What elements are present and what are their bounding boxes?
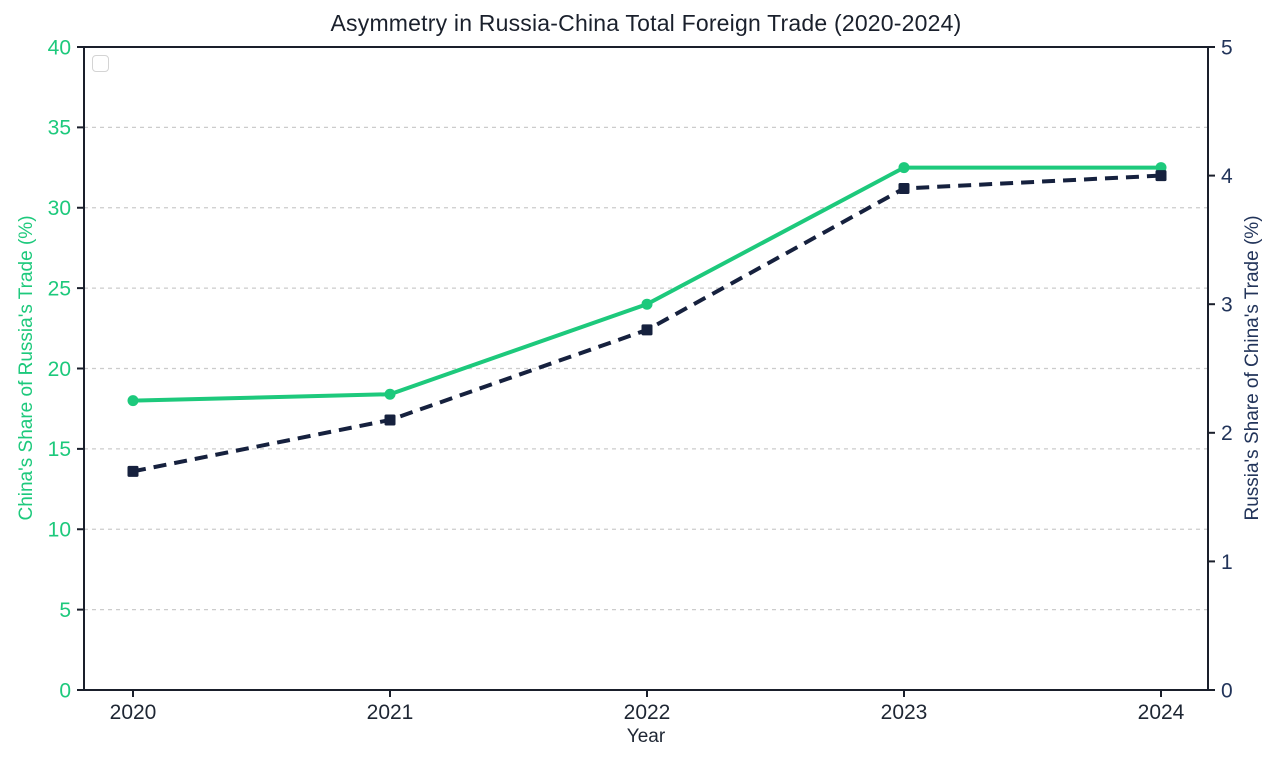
right-axis-tick-label: 1 bbox=[1221, 551, 1233, 574]
x-axis-tick-label: 2023 bbox=[881, 701, 928, 724]
right-axis-tick-label: 4 bbox=[1221, 165, 1233, 188]
left-axis-tick-label: 30 bbox=[48, 197, 71, 220]
legend-box-empty bbox=[92, 55, 109, 72]
left-axis-tick-label: 0 bbox=[59, 679, 71, 702]
x-axis-tick-label: 2024 bbox=[1138, 701, 1185, 724]
right-axis-tick-label: 0 bbox=[1221, 679, 1233, 702]
data-marker-circle bbox=[384, 388, 396, 400]
left-axis-label: China's Share of Russia's Trade (%) bbox=[16, 215, 37, 521]
right-axis-tick-label: 2 bbox=[1221, 422, 1233, 445]
left-axis-tick-label: 15 bbox=[48, 438, 71, 461]
x-axis-tick-label: 2021 bbox=[367, 701, 414, 724]
data-marker-square bbox=[127, 465, 139, 477]
x-axis-label: Year bbox=[626, 726, 666, 747]
chart-title: Asymmetry in Russia-China Total Foreign … bbox=[330, 10, 962, 36]
data-marker-square bbox=[384, 414, 396, 426]
x-axis-tick-label: 2020 bbox=[110, 701, 157, 724]
left-axis-tick-label: 25 bbox=[48, 277, 71, 300]
data-marker-circle bbox=[898, 162, 910, 174]
left-axis-tick-label: 40 bbox=[48, 36, 71, 59]
data-marker-circle bbox=[641, 298, 653, 310]
left-axis-tick-label: 5 bbox=[59, 599, 71, 622]
x-axis-tick-label: 2022 bbox=[624, 701, 671, 724]
series-line-russia-share bbox=[132, 173, 1162, 474]
data-marker-square bbox=[641, 324, 653, 336]
data-marker-circle bbox=[127, 395, 139, 407]
right-axis-tick-label: 5 bbox=[1221, 36, 1233, 59]
data-marker-square bbox=[898, 182, 910, 194]
right-axis-tick-label: 3 bbox=[1221, 294, 1233, 317]
left-axis-tick-label: 20 bbox=[48, 358, 71, 381]
left-axis-tick-label: 35 bbox=[48, 117, 71, 140]
right-axis-label: Russia's Share of China's Trade (%) bbox=[1242, 215, 1263, 521]
series-line-china-share bbox=[132, 165, 1161, 403]
data-marker-square bbox=[1155, 170, 1167, 182]
left-axis-tick-label: 10 bbox=[48, 519, 71, 542]
